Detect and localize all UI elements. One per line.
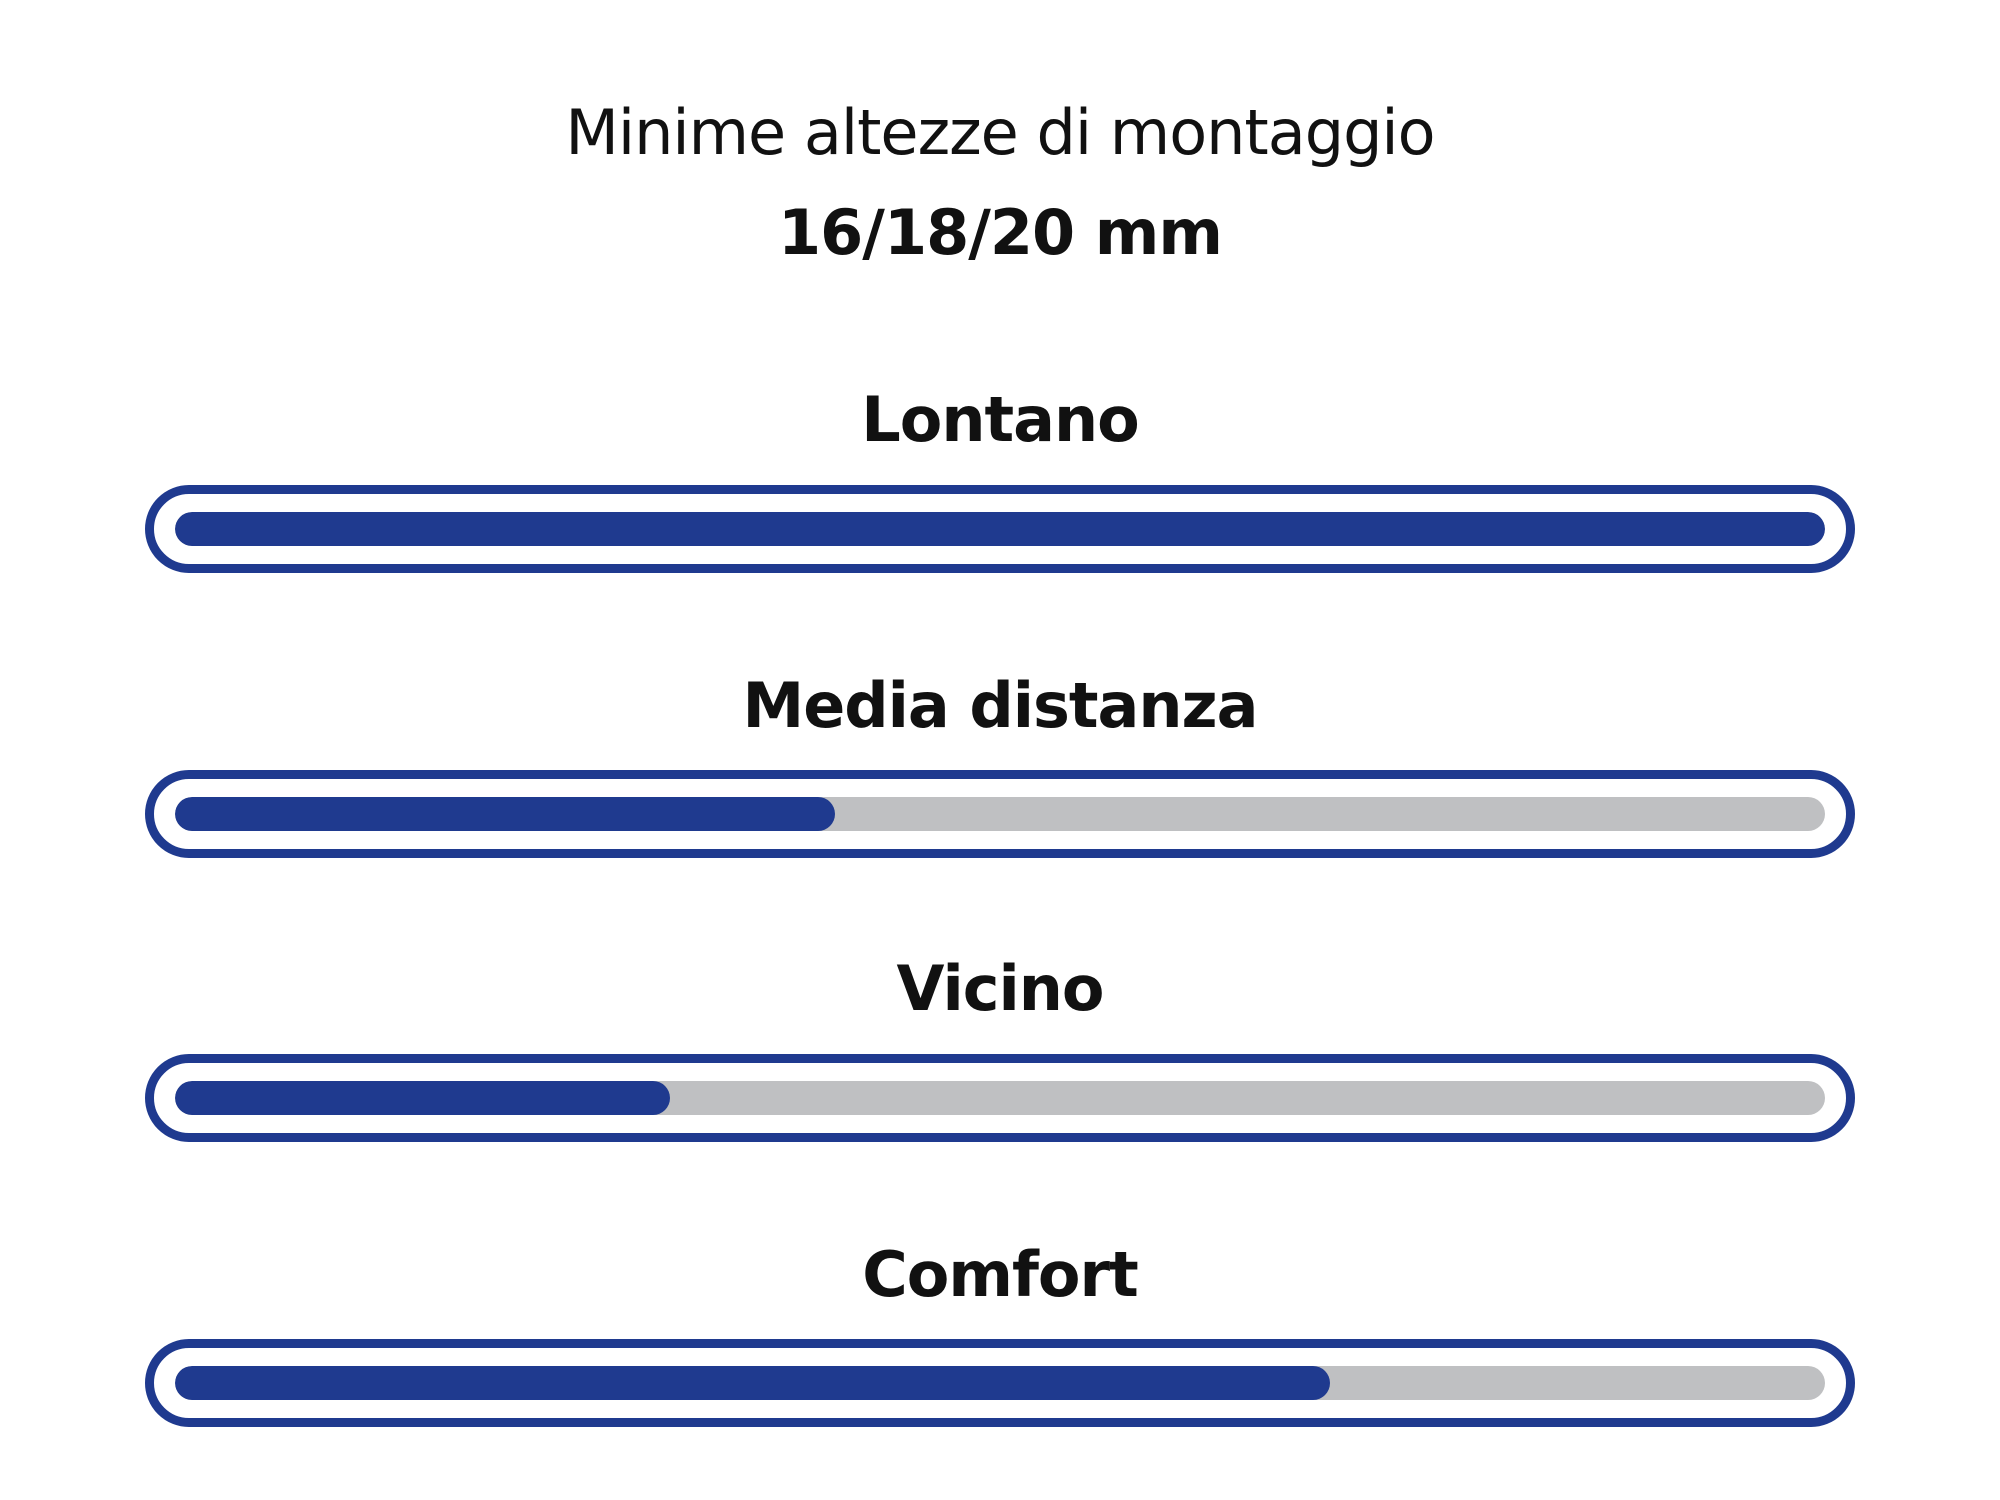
bar-label: Comfort (862, 1238, 1138, 1311)
bar-track (175, 1366, 1825, 1400)
bar-label: Media distanza (742, 669, 1259, 742)
bar-frame (145, 770, 1855, 858)
bar-frame (145, 1054, 1855, 1142)
bar-track (175, 1081, 1825, 1115)
bar-frame (145, 1339, 1855, 1427)
bar-track (175, 797, 1825, 831)
bar-track (175, 512, 1825, 546)
bar-fill (175, 1081, 670, 1115)
bar-fill (175, 1366, 1330, 1400)
bar-fill (175, 797, 835, 831)
bar-label: Vicino (896, 952, 1105, 1025)
bar-label: Lontano (861, 383, 1139, 456)
chart-title: Minime altezze di montaggio (565, 96, 1435, 169)
bar-frame (145, 485, 1855, 573)
chart-subtitle: 16/18/20 mm (778, 196, 1223, 269)
bar-fill (175, 512, 1825, 546)
